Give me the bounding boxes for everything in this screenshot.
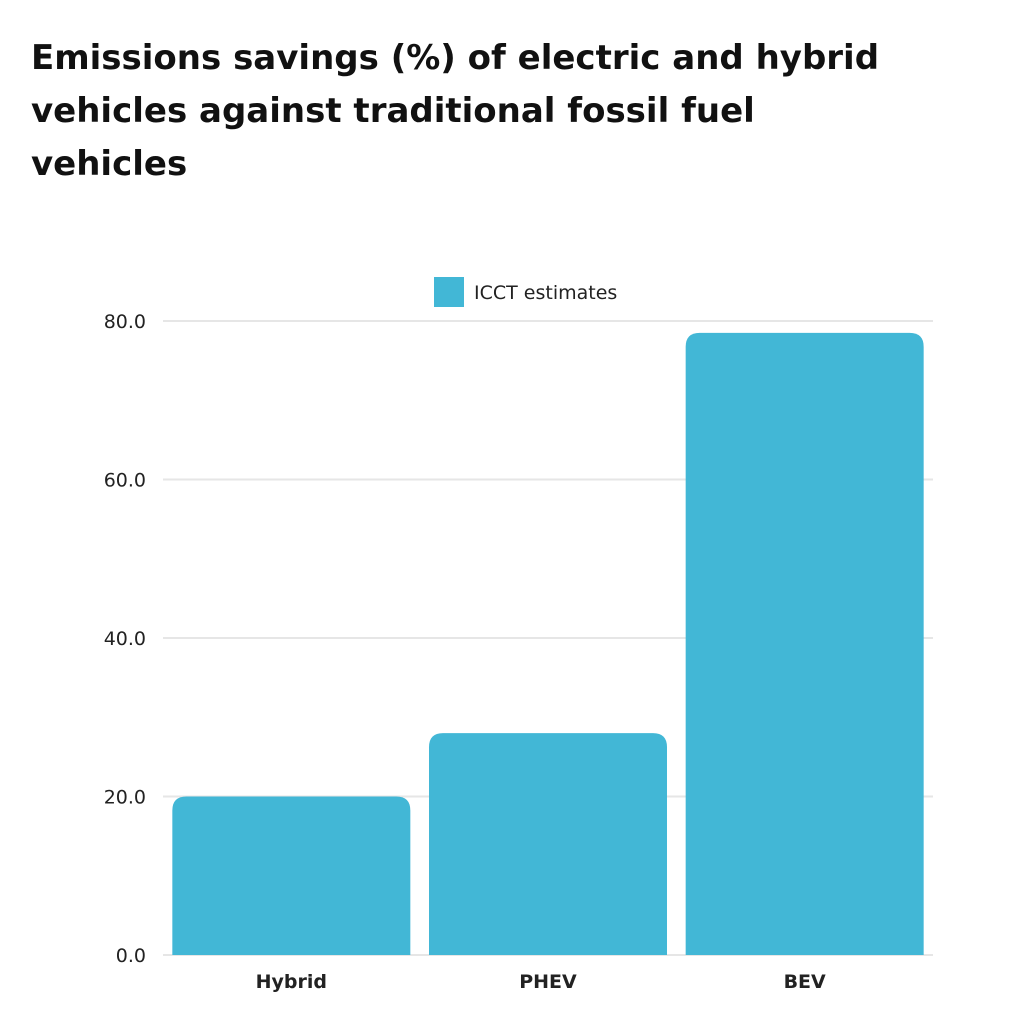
x-tick-label: Hybrid — [256, 971, 327, 993]
y-tick-label: 40.0 — [104, 628, 146, 650]
y-tick-label: 80.0 — [104, 311, 146, 333]
y-tick-label: 60.0 — [104, 470, 146, 492]
y-tick-label: 0.0 — [116, 945, 146, 967]
y-tick-label: 20.0 — [104, 787, 146, 809]
bar-phev — [429, 733, 667, 955]
legend-swatch — [434, 277, 464, 307]
x-tick-label: PHEV — [519, 971, 577, 993]
bar-hybrid — [172, 796, 411, 955]
x-tick-label: BEV — [784, 971, 826, 993]
bar-bev — [685, 332, 924, 955]
legend-label: ICCT estimates — [474, 282, 617, 304]
chart-title: Emissions savings (%) of electric and hy… — [31, 38, 880, 184]
